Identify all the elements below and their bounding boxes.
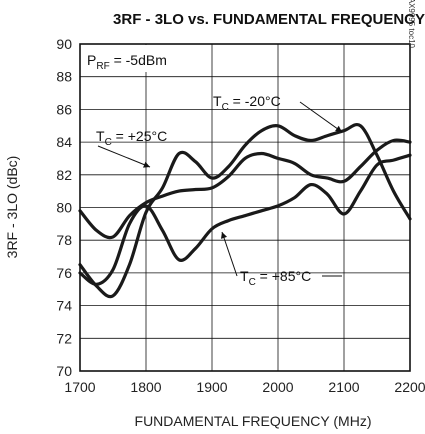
label-tc-plus85: TC = +85°C — [240, 268, 311, 288]
chart-title: 3RF - 3LO vs. FUNDAMENTAL FREQUENCY — [113, 11, 425, 28]
y-tick-label: 74 — [56, 298, 72, 314]
x-tick-label: 2000 — [262, 379, 293, 395]
y-tick-label: 72 — [56, 330, 72, 346]
label-tc-plus85-main: T — [240, 268, 249, 284]
x-tick-label: 1700 — [64, 379, 95, 395]
label-tc-minus20-main: T — [213, 93, 222, 109]
x-tick-label: 2100 — [328, 379, 359, 395]
label-tc-plus25-sub: C — [105, 137, 112, 148]
label-tc-plus85-value: = +85°C — [256, 268, 311, 284]
label-tc-plus25-leader — [97, 145, 151, 168]
figure-id-label: MAX9995 toc10 — [407, 0, 416, 49]
y-tick-label: 82 — [56, 167, 72, 183]
condition-label-value: = -5dBm — [110, 52, 167, 68]
label-tc-minus20: TC = -20°C — [213, 93, 281, 113]
label-tc-plus25-arrowhead — [143, 161, 150, 168]
label-tc-plus25-main: T — [96, 128, 105, 144]
label-tc-plus85-arrowhead — [221, 232, 228, 239]
tick-labels: 1700 1800 1900 2000 2100 2200 70 72 74 76 78 80 82 84… — [56, 36, 425, 395]
y-tick-label: 84 — [56, 134, 72, 150]
series-layer — [78, 123, 412, 299]
y-tick-label: 86 — [56, 101, 72, 117]
x-tick-label: 1900 — [196, 379, 227, 395]
series-line-tc-minus20 — [78, 123, 412, 299]
x-axis-title: FUNDAMENTAL FREQUENCY (MHz) — [135, 413, 372, 429]
x-tick-label: 2200 — [394, 379, 425, 395]
label-tc-minus20-value: = -20°C — [229, 93, 281, 109]
y-tick-label: 90 — [56, 36, 72, 52]
label-tc-minus20-leader — [299, 101, 343, 133]
y-tick-label: 78 — [56, 232, 72, 248]
condition-label: PRF = -5dBm — [87, 52, 167, 72]
y-tick-label: 70 — [56, 363, 72, 379]
x-tick-label: 1800 — [130, 379, 161, 395]
condition-label-main: P — [87, 52, 96, 68]
label-tc-minus20-arrowhead — [335, 125, 342, 132]
series-line-tc-plus25 — [78, 138, 412, 240]
condition-label-sub: RF — [96, 61, 109, 72]
label-tc-minus20-sub: C — [222, 102, 229, 113]
y-tick-label: 76 — [56, 265, 72, 281]
label-tc-plus85-leader — [221, 231, 238, 277]
condition-box-bg — [81, 45, 195, 72]
label-tc-plus25-value: = +25°C — [112, 128, 167, 144]
series-line-tc-plus85 — [78, 153, 412, 286]
label-tc-plus25: TC = +25°C — [96, 128, 167, 148]
y-axis-title: 3RF - 3LO (dBc) — [4, 156, 20, 259]
label-tc-plus85-sub: C — [249, 277, 256, 288]
y-tick-label: 88 — [56, 69, 72, 85]
plot-frame — [79, 43, 411, 372]
y-tick-label: 80 — [56, 200, 72, 216]
